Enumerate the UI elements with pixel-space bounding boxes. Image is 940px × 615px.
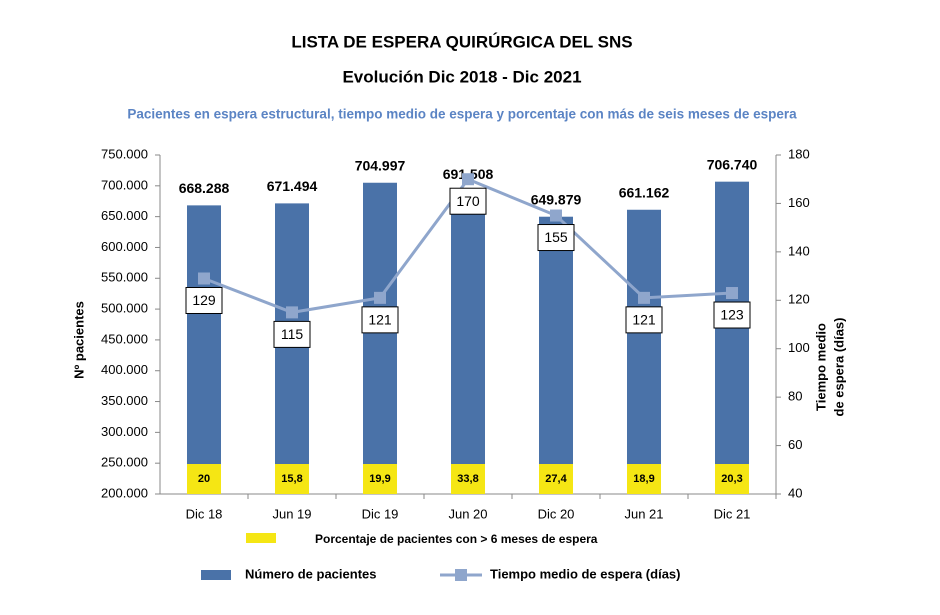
line-label-box — [273, 320, 311, 348]
x-tick-label: Jun 21 — [624, 506, 663, 521]
percent-box — [275, 464, 309, 494]
y-tick-label: 350.000 — [101, 393, 148, 408]
percent-box — [715, 464, 749, 494]
y2-tick-label: 160 — [788, 195, 810, 210]
x-tick-label: Dic 19 — [362, 506, 399, 521]
bar-value-label: 668.288 — [179, 180, 230, 196]
line-value-label: 170 — [456, 193, 480, 209]
percent-label: 20,3 — [721, 473, 742, 485]
legend-label: Número de pacientes — [245, 566, 377, 581]
legend-swatch — [455, 569, 467, 581]
line-value-label: 123 — [720, 307, 744, 323]
y-tick-label: 600.000 — [101, 239, 148, 254]
y-tick-label: 200.000 — [101, 485, 148, 500]
percent-label: 20 — [198, 473, 210, 485]
y2-tick-label: 80 — [788, 389, 802, 404]
percent-box — [451, 464, 485, 494]
percent-label: 15,8 — [281, 473, 302, 485]
y2-tick-label: 100 — [788, 340, 810, 355]
percent-box — [627, 464, 661, 494]
bar — [715, 181, 749, 495]
chart-subtitle: Evolución Dic 2018 - Dic 2021 — [342, 67, 581, 86]
y-tick-label: 550.000 — [101, 270, 148, 285]
line-label-box — [625, 306, 663, 334]
y-tick-label: 700.000 — [101, 177, 148, 192]
y2-tick-label: 140 — [788, 243, 810, 258]
y-axis-label: Nº pacientes — [71, 301, 86, 379]
bar — [275, 203, 309, 494]
line-label-box — [537, 224, 575, 252]
percent-box — [539, 464, 573, 494]
line-value-label: 115 — [281, 326, 304, 342]
percent-box — [363, 464, 397, 494]
x-tick-label: Dic 20 — [538, 506, 575, 521]
legend-label: Tiempo medio de espera (días) — [490, 566, 680, 581]
y-tick-label: 750.000 — [101, 146, 148, 161]
bar-value-label: 704.997 — [355, 157, 406, 173]
line-marker — [550, 209, 562, 222]
bar-value-label: 649.879 — [531, 191, 582, 207]
bar-value-label: 671.494 — [267, 178, 318, 194]
line-label-box — [361, 306, 399, 334]
legend-label: Porcentaje de pacientes con > 6 meses de… — [315, 532, 598, 546]
line-marker — [638, 291, 650, 304]
line-marker — [462, 173, 474, 186]
legend-swatch — [246, 533, 276, 543]
line-label-box — [449, 187, 487, 215]
y-tick-label: 500.000 — [101, 301, 148, 316]
chart-description: Pacientes en espera estructural, tiempo … — [127, 107, 797, 122]
x-tick-label: Jun 19 — [272, 506, 311, 521]
line-label-box — [185, 286, 223, 314]
line-value-label: 155 — [544, 229, 568, 245]
bar-value-label: 661.162 — [619, 184, 670, 200]
line-label-box — [713, 301, 751, 329]
line-marker — [374, 291, 386, 304]
percent-label: 33,8 — [457, 473, 478, 485]
y2-axis-label: de espera (días) — [831, 318, 846, 417]
line-value-label: 129 — [192, 292, 216, 308]
percent-label: 18,9 — [633, 473, 654, 485]
y2-tick-label: 120 — [788, 292, 810, 307]
line-value-label: 121 — [632, 312, 656, 328]
bar — [539, 216, 573, 494]
y2-tick-label: 40 — [788, 485, 802, 500]
y2-axis-label: Tiempo medio — [813, 323, 828, 411]
line-marker — [726, 287, 738, 300]
y-tick-label: 250.000 — [101, 455, 148, 470]
percent-box — [187, 464, 221, 494]
y2-tick-label: 60 — [788, 437, 802, 452]
bar — [627, 209, 661, 494]
y-tick-label: 400.000 — [101, 362, 148, 377]
y-tick-label: 300.000 — [101, 424, 148, 439]
legend-swatch — [201, 570, 231, 580]
x-tick-label: Dic 21 — [714, 506, 751, 521]
line-marker — [286, 306, 298, 319]
bar — [363, 182, 397, 494]
y-tick-label: 650.000 — [101, 208, 148, 223]
y-tick-label: 450.000 — [101, 331, 148, 346]
chart-title: LISTA DE ESPERA QUIRÚRGICA DEL SNS — [291, 32, 632, 51]
x-tick-label: Dic 18 — [186, 506, 223, 521]
x-tick-label: Jun 20 — [448, 506, 487, 521]
line-value-label: 121 — [368, 312, 392, 328]
y2-tick-label: 180 — [788, 146, 810, 161]
bar — [187, 205, 221, 494]
bar-value-label: 706.740 — [707, 156, 758, 172]
percent-label: 27,4 — [545, 473, 567, 485]
bar — [451, 191, 485, 494]
line-marker — [198, 272, 210, 285]
percent-label: 19,9 — [369, 473, 390, 485]
